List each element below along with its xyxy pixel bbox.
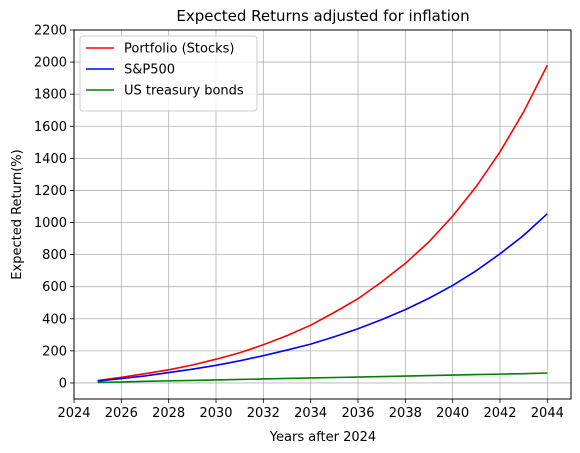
legend-box — [79, 35, 258, 112]
y-tick-label: 2200 — [34, 24, 67, 39]
legend: Portfolio (Stocks) S&P500 US treasury bond… — [79, 35, 258, 112]
y-tick-label: 2000 — [34, 56, 67, 71]
y-axis: 0 200 400 600 800 1000 1200 1400 1600 1800 2000 220… — [34, 24, 74, 391]
x-tick-label: 2026 — [105, 406, 138, 421]
series-line-2 — [97, 372, 548, 384]
x-tick-label: 2030 — [199, 406, 232, 421]
legend-label-2: US treasury bonds — [124, 84, 244, 99]
x-tick-label: 2028 — [152, 406, 185, 421]
x-tick-label: 2042 — [483, 406, 516, 421]
x-axis-title: Years after 2024 — [269, 430, 376, 445]
x-tick-label: 2036 — [341, 406, 374, 421]
y-tick-label: 1400 — [34, 152, 67, 167]
x-tick-label: 2044 — [531, 406, 564, 421]
y-tick-label: 600 — [42, 280, 67, 295]
y-tick-label: 0 — [59, 376, 67, 391]
y-tick-label: 200 — [42, 344, 67, 359]
x-tick-label: 2040 — [436, 406, 469, 421]
x-tick-label: 2032 — [247, 406, 280, 421]
x-tick-label: 2038 — [389, 406, 422, 421]
x-tick-label: 2034 — [294, 406, 327, 421]
y-tick-label: 1000 — [34, 216, 67, 231]
y-tick-label: 400 — [42, 312, 67, 327]
series-line-0 — [97, 64, 549, 382]
y-tick-label: 1600 — [34, 120, 67, 135]
y-tick-label: 1200 — [34, 184, 67, 199]
y-axis-title: Expected Return(%) — [10, 149, 25, 279]
legend-label-1: S&P500 — [124, 63, 175, 78]
legend-label-0: Portfolio (Stocks) — [124, 42, 235, 57]
series-line-1 — [97, 213, 548, 382]
series-lines — [97, 64, 549, 384]
x-axis: 2024 2026 2028 2030 2032 2034 2036 2038 2040 2042… — [57, 399, 564, 421]
plot-frame — [73, 29, 572, 400]
x-tick-label: 2024 — [57, 406, 90, 421]
y-tick-label: 1800 — [34, 88, 67, 103]
y-tick-label: 800 — [42, 248, 67, 263]
chart-title: Expected Returns adjusted for inflation — [176, 7, 469, 25]
